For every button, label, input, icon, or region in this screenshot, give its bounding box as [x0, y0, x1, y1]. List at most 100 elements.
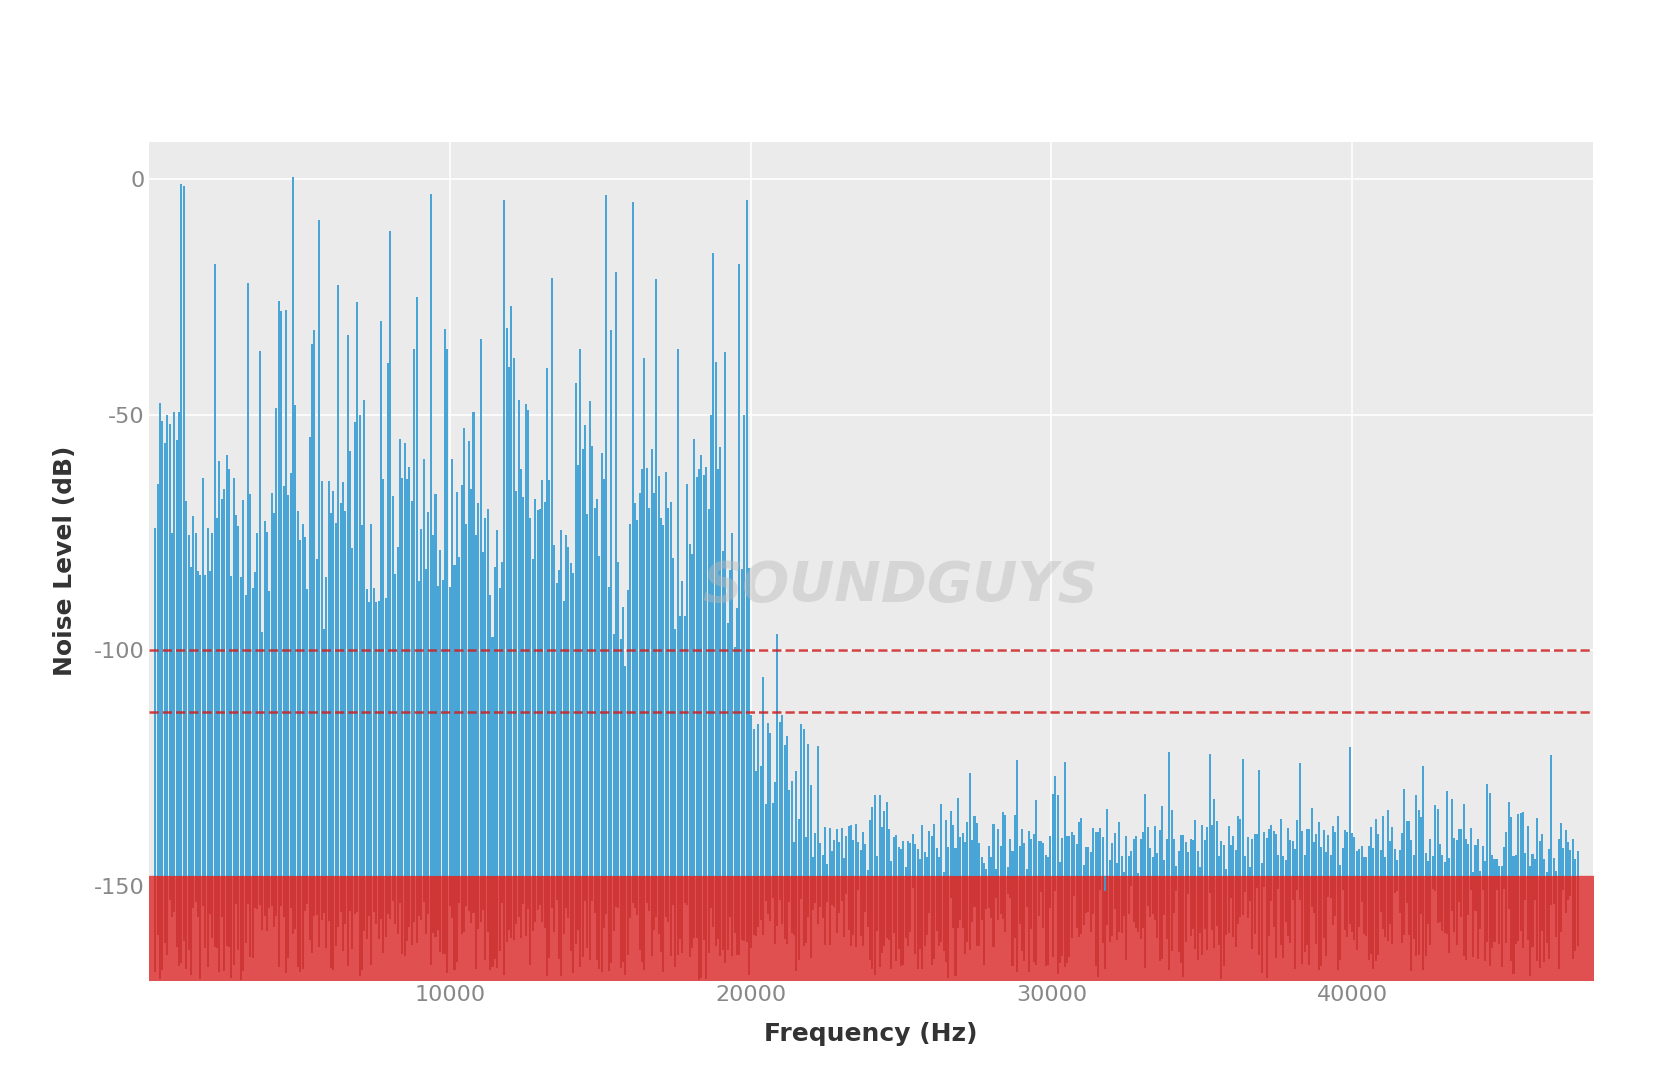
Bar	[765, 804, 766, 877]
Bar	[720, 877, 722, 955]
Bar	[1372, 848, 1374, 877]
Bar	[1053, 877, 1057, 891]
Bar	[876, 856, 878, 877]
Bar	[748, 568, 750, 877]
Bar	[738, 877, 740, 955]
Bar	[1166, 839, 1168, 877]
Bar	[831, 851, 833, 877]
Bar	[634, 877, 635, 908]
Bar	[534, 499, 536, 877]
Bar	[1410, 840, 1412, 877]
Bar	[838, 842, 839, 877]
Bar	[637, 521, 639, 877]
Bar	[1128, 877, 1130, 914]
Bar	[1437, 877, 1438, 922]
Bar	[1413, 877, 1415, 939]
Bar	[1178, 852, 1180, 877]
Bar	[544, 877, 546, 928]
Bar	[1277, 855, 1279, 877]
Bar	[468, 877, 469, 910]
Bar	[1503, 877, 1505, 889]
Bar	[1486, 784, 1488, 877]
Bar	[1496, 859, 1498, 877]
Bar	[232, 478, 234, 877]
Bar	[430, 194, 431, 877]
Bar	[1019, 846, 1020, 877]
Bar	[707, 877, 710, 953]
Bar	[274, 877, 275, 927]
Bar	[1259, 877, 1261, 955]
Bar	[992, 823, 994, 877]
Bar	[204, 877, 206, 947]
Bar	[178, 877, 181, 966]
Bar	[931, 877, 932, 965]
Bar	[1130, 851, 1131, 877]
Bar	[420, 529, 423, 877]
Bar	[931, 836, 932, 877]
Bar	[1062, 839, 1063, 877]
Bar	[1377, 834, 1379, 877]
Bar	[171, 534, 173, 877]
Bar	[1030, 840, 1032, 877]
Bar	[1558, 877, 1559, 969]
Bar	[1262, 877, 1266, 888]
Bar	[486, 877, 489, 932]
Bar	[528, 877, 529, 909]
Bar	[854, 823, 856, 877]
Bar	[1375, 819, 1377, 877]
Bar	[1311, 808, 1312, 877]
Bar	[1425, 877, 1427, 956]
Bar	[539, 509, 541, 877]
Bar	[1422, 877, 1425, 970]
Bar	[1526, 877, 1528, 940]
Bar	[941, 804, 942, 877]
Bar	[445, 877, 446, 954]
Bar	[1481, 877, 1483, 890]
Bar	[776, 634, 778, 877]
Bar	[1108, 877, 1112, 942]
Bar	[264, 877, 265, 916]
Bar	[290, 474, 292, 877]
Bar	[1223, 845, 1224, 877]
Bar	[1404, 790, 1405, 877]
Bar	[1047, 877, 1048, 965]
Bar	[1020, 829, 1024, 877]
Bar	[1477, 839, 1478, 877]
Bar	[984, 877, 985, 965]
Bar	[584, 877, 586, 901]
Bar	[324, 629, 325, 877]
Bar	[1173, 839, 1175, 877]
Bar	[1312, 877, 1316, 913]
Bar	[886, 803, 888, 877]
Bar	[1277, 877, 1279, 890]
Bar	[453, 877, 456, 969]
Bar	[1223, 877, 1224, 966]
Bar	[891, 877, 893, 969]
Bar	[589, 401, 591, 877]
Bar	[430, 877, 431, 965]
Bar	[207, 877, 209, 967]
Bar	[309, 437, 310, 877]
Bar	[536, 510, 539, 877]
Bar	[1387, 877, 1389, 941]
Bar	[957, 798, 959, 877]
Bar	[1190, 877, 1191, 937]
Bar	[833, 840, 836, 877]
Bar	[325, 877, 327, 949]
Bar	[320, 877, 322, 920]
Bar	[415, 877, 418, 943]
Bar	[408, 877, 410, 927]
Bar	[1568, 877, 1569, 901]
Bar	[1282, 877, 1284, 958]
Bar	[202, 478, 204, 877]
Bar	[1105, 877, 1107, 891]
Bar	[788, 790, 790, 877]
Bar	[1480, 871, 1481, 877]
Bar	[712, 253, 715, 877]
Bar	[189, 877, 192, 976]
Bar	[1306, 830, 1307, 877]
Bar	[154, 877, 156, 971]
Bar	[866, 877, 869, 927]
Bar	[1141, 832, 1145, 877]
Bar	[1322, 830, 1324, 877]
